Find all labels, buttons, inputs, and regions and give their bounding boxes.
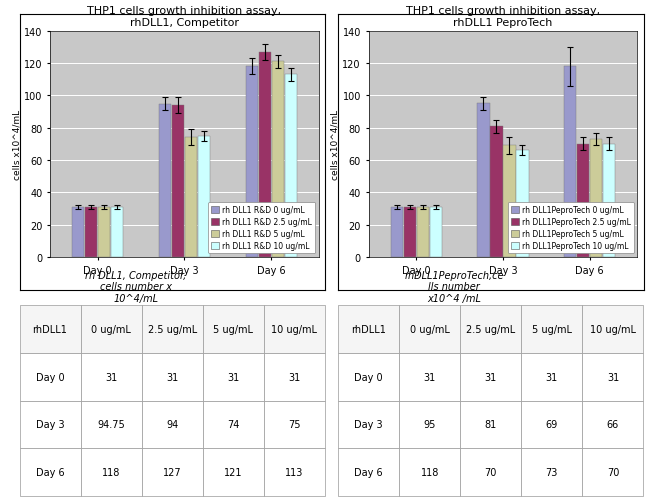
- Bar: [111, 207, 124, 258]
- Bar: [516, 151, 528, 258]
- Bar: [417, 207, 429, 258]
- Bar: [564, 67, 577, 258]
- Bar: [603, 144, 616, 258]
- Bar: [85, 207, 98, 258]
- Y-axis label: cells x10^4/mL: cells x10^4/mL: [331, 110, 340, 179]
- Bar: [72, 207, 84, 258]
- Bar: [503, 146, 515, 258]
- Bar: [430, 207, 442, 258]
- Bar: [98, 207, 110, 258]
- Bar: [577, 144, 590, 258]
- Bar: [172, 106, 184, 258]
- Bar: [259, 53, 271, 258]
- Bar: [285, 75, 297, 258]
- Bar: [185, 138, 197, 258]
- Bar: [272, 62, 284, 258]
- Bar: [391, 207, 403, 258]
- Legend: rh DLL1PeproTech 0 ug/mL, rh DLL1PeproTech 2.5 ug/mL, rh DLL1PeproTech 5 ug/mL, : rh DLL1PeproTech 0 ug/mL, rh DLL1PeproTe…: [508, 202, 634, 254]
- Legend: rh DLL1 R&D 0 ug/mL, rh DLL1 R&D 2.5 ug/mL, rh DLL1 R&D 5 ug/mL, rh DLL1 R&D 10 : rh DLL1 R&D 0 ug/mL, rh DLL1 R&D 2.5 ug/…: [209, 202, 315, 254]
- Bar: [490, 127, 502, 258]
- Bar: [246, 67, 258, 258]
- Text: rh DLL1, Competitor,
cells number x
10^4/mL: rh DLL1, Competitor, cells number x 10^4…: [85, 270, 186, 303]
- Bar: [159, 105, 171, 258]
- Bar: [404, 207, 416, 258]
- Bar: [477, 104, 489, 258]
- Y-axis label: cells x10^4/mL: cells x10^4/mL: [12, 110, 21, 179]
- Title: THP1 cells growth inhibition assay,
rhDLL1, Competitor: THP1 cells growth inhibition assay, rhDL…: [87, 7, 281, 28]
- Text: rhDLL1PeproTech,ce
lls number
x10^4 /mL: rhDLL1PeproTech,ce lls number x10^4 /mL: [404, 270, 504, 303]
- Bar: [590, 140, 603, 258]
- Title: THP1 cells growth inhibition assay,
rhDLL1 PeproTech: THP1 cells growth inhibition assay, rhDL…: [406, 7, 600, 28]
- Bar: [198, 136, 210, 258]
